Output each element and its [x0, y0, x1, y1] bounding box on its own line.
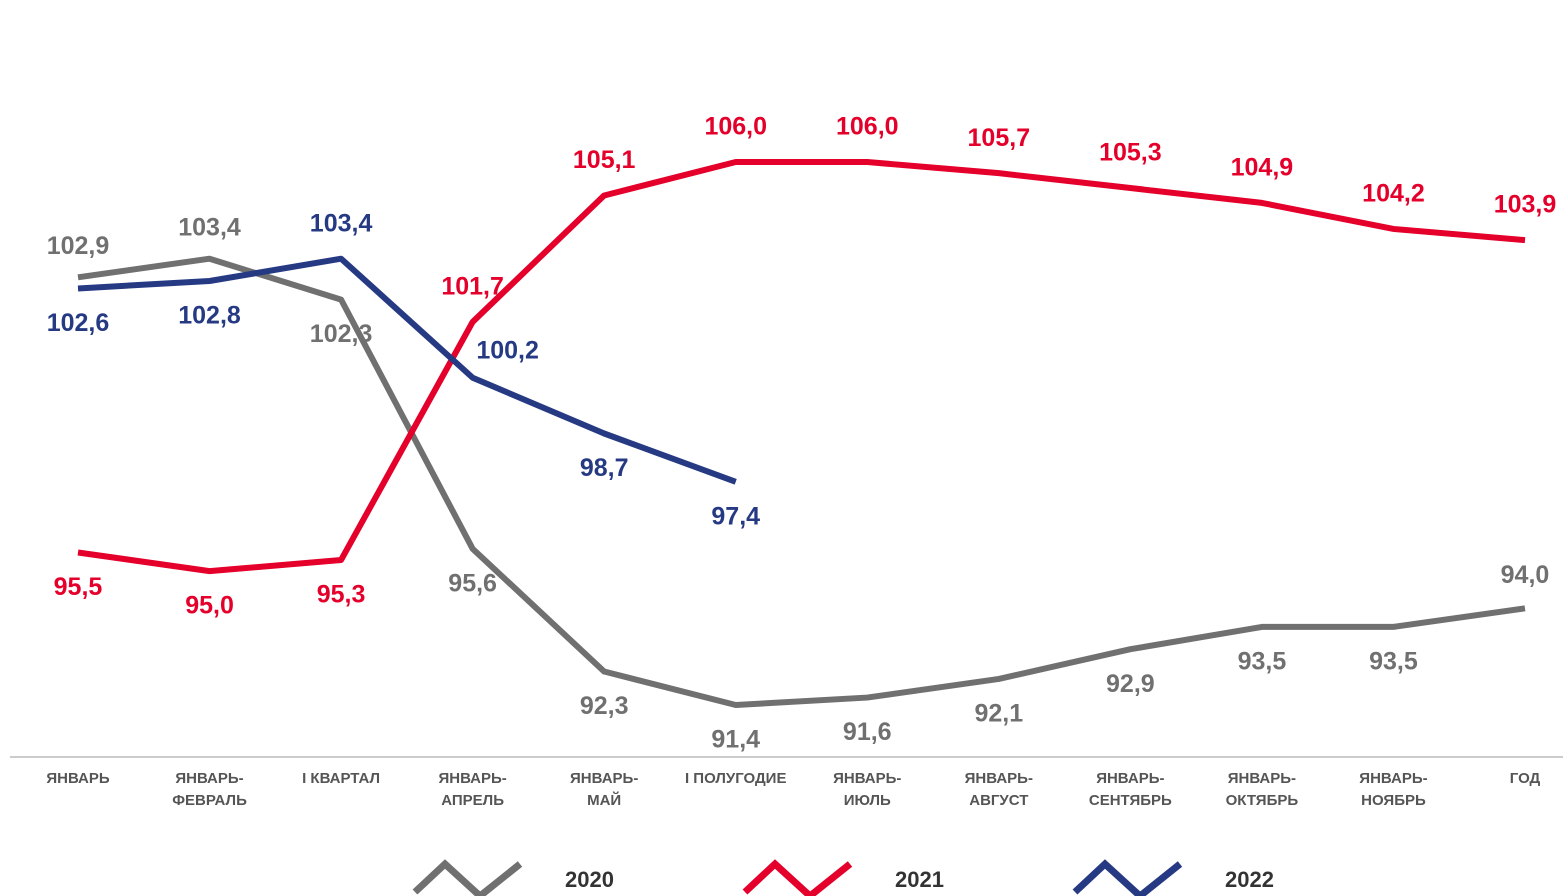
x-tick-label: I КВАРТАЛ [302, 770, 381, 787]
x-tick-label: ЯНВАРЬ- АПРЕЛЬ [438, 770, 507, 809]
data-label: 92,3 [580, 692, 629, 720]
x-tick-label: ЯНВАРЬ- ФЕВРАЛЬ [172, 770, 247, 809]
data-label: 92,1 [974, 700, 1023, 728]
data-label: 95,6 [448, 569, 497, 597]
x-tick-label: I ПОЛУГОДИЕ [684, 770, 787, 787]
data-label: 104,2 [1362, 180, 1425, 208]
data-label: 105,7 [968, 124, 1031, 152]
data-label: 103,4 [310, 209, 373, 237]
data-label: 106,0 [704, 113, 767, 141]
series-line [77, 159, 1526, 575]
legend-icon [1072, 859, 1183, 896]
data-label: 106,0 [836, 113, 899, 141]
legend-icon [412, 859, 523, 896]
legend-label: 2021 [895, 867, 944, 892]
legend-label: 2020 [565, 867, 614, 892]
x-tick-label: ЯНВАРЬ- НОЯБРЬ [1359, 770, 1428, 809]
data-label: 93,5 [1238, 648, 1287, 676]
data-label: 105,1 [573, 146, 636, 174]
data-label: 100,2 [476, 336, 539, 364]
x-tick-label: ЯНВАРЬ- АВГУСТ [964, 770, 1033, 809]
x-tick-label: ЯНВАРЬ [46, 770, 110, 787]
legend-icon [742, 859, 853, 896]
data-label: 102,6 [47, 309, 110, 337]
x-tick-label: ГОД [1509, 770, 1541, 787]
data-label: 93,5 [1369, 648, 1418, 676]
data-label: 94,0 [1501, 561, 1550, 589]
data-label: 95,0 [185, 592, 234, 620]
data-label: 103,9 [1494, 191, 1557, 219]
data-label: 98,7 [580, 454, 629, 482]
x-tick-label: ЯНВАРЬ- ОКТЯБРЬ [1225, 770, 1299, 809]
data-label: 101,7 [441, 273, 504, 301]
x-tick-label: ЯНВАРЬ- МАЙ [570, 770, 639, 809]
x-tick-label: ЯНВАРЬ- ИЮЛЬ [833, 770, 902, 809]
data-label: 102,8 [178, 302, 241, 330]
data-label: 95,3 [317, 581, 366, 609]
data-label: 97,4 [711, 502, 760, 530]
data-label: 104,9 [1231, 154, 1294, 182]
data-label: 103,4 [178, 213, 241, 241]
data-label: 91,6 [843, 718, 892, 746]
data-label: 95,5 [54, 573, 103, 601]
data-label: 105,3 [1099, 139, 1162, 167]
legend-label: 2022 [1225, 867, 1274, 892]
data-label: 92,9 [1106, 670, 1155, 698]
x-tick-label: ЯНВАРЬ- СЕНТЯБРЬ [1088, 770, 1172, 809]
series-line [77, 255, 737, 485]
data-label: 91,4 [711, 726, 760, 754]
data-label: 102,9 [47, 232, 110, 260]
series-line [77, 255, 1526, 708]
data-label: 102,3 [310, 320, 373, 348]
